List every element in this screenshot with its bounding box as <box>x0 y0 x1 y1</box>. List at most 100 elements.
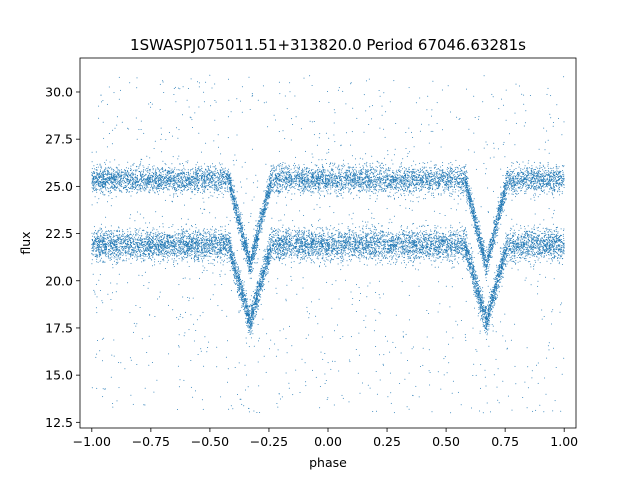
data-point <box>206 177 208 179</box>
data-point <box>551 180 553 182</box>
data-point <box>405 179 407 181</box>
data-point <box>352 166 354 168</box>
data-point <box>96 169 98 171</box>
data-point <box>396 169 398 171</box>
data-point <box>187 177 189 179</box>
data-point <box>107 171 109 173</box>
data-point <box>551 168 553 170</box>
data-point <box>179 176 181 178</box>
data-point <box>319 197 321 199</box>
data-point <box>274 182 276 184</box>
data-point <box>294 162 295 164</box>
data-point <box>154 177 156 179</box>
data-point <box>157 178 159 180</box>
data-point <box>419 189 421 191</box>
data-point <box>279 165 281 167</box>
data-point <box>98 177 100 178</box>
data-point <box>331 175 333 177</box>
data-point <box>446 176 448 178</box>
data-point <box>153 165 155 167</box>
data-point <box>143 179 145 181</box>
data-point <box>120 177 122 179</box>
data-point <box>358 176 360 178</box>
data-point <box>219 164 221 166</box>
data-point <box>385 177 387 179</box>
data-point <box>530 179 532 180</box>
data-point <box>323 169 324 171</box>
data-point <box>94 189 96 191</box>
data-point <box>480 237 482 239</box>
data-point <box>393 179 395 180</box>
data-point <box>376 184 378 186</box>
data-point <box>96 170 98 172</box>
data-point <box>293 164 294 166</box>
data-point <box>364 181 366 183</box>
data-point <box>269 197 271 199</box>
data-point <box>235 202 237 204</box>
data-point <box>357 175 359 177</box>
data-point <box>409 185 410 187</box>
data-point <box>551 193 553 195</box>
data-point <box>142 188 144 190</box>
data-point <box>546 193 548 195</box>
data-point <box>549 171 551 173</box>
data-point <box>273 166 275 168</box>
data-point <box>381 183 383 185</box>
data-point <box>139 185 141 187</box>
data-point <box>197 168 199 170</box>
data-point <box>335 189 337 191</box>
data-point <box>543 180 545 182</box>
data-point <box>411 168 413 170</box>
data-point <box>453 185 455 187</box>
data-point <box>428 180 430 182</box>
data-point <box>209 165 211 167</box>
data-point <box>413 172 415 174</box>
data-point <box>451 181 452 183</box>
data-point <box>141 179 142 181</box>
data-point <box>205 169 207 171</box>
data-point <box>125 182 127 184</box>
data-point <box>412 178 414 180</box>
data-point <box>448 180 450 181</box>
data-point <box>308 185 310 187</box>
data-point <box>223 194 225 196</box>
data-point <box>237 208 239 210</box>
data-point <box>388 170 390 172</box>
data-point <box>426 188 428 189</box>
data-point <box>201 186 203 188</box>
data-point <box>444 171 446 173</box>
data-point <box>320 188 322 189</box>
data-point <box>300 194 302 196</box>
data-point <box>329 178 331 180</box>
data-point <box>525 175 527 177</box>
data-point <box>116 187 117 189</box>
data-point <box>100 183 102 185</box>
data-point <box>192 180 193 182</box>
data-point <box>131 171 133 173</box>
data-point <box>459 181 461 183</box>
data-point <box>488 266 490 268</box>
data-point <box>116 182 118 183</box>
data-point <box>371 183 373 185</box>
data-point <box>411 171 413 173</box>
data-point <box>338 169 340 171</box>
data-point <box>144 183 146 185</box>
data-point <box>128 191 130 193</box>
data-point <box>100 189 102 191</box>
data-point <box>329 175 331 177</box>
data-point <box>563 173 565 175</box>
data-point <box>447 179 449 181</box>
data-point <box>306 188 308 190</box>
data-point <box>144 180 146 182</box>
data-point <box>115 183 117 185</box>
data-point <box>408 187 410 189</box>
data-point <box>500 207 502 209</box>
data-point <box>367 174 369 176</box>
data-point <box>286 174 288 176</box>
data-point <box>403 167 405 169</box>
data-point <box>549 188 551 190</box>
data-point <box>227 188 228 190</box>
data-point <box>285 181 287 183</box>
data-point <box>249 255 251 257</box>
data-point <box>341 183 343 185</box>
